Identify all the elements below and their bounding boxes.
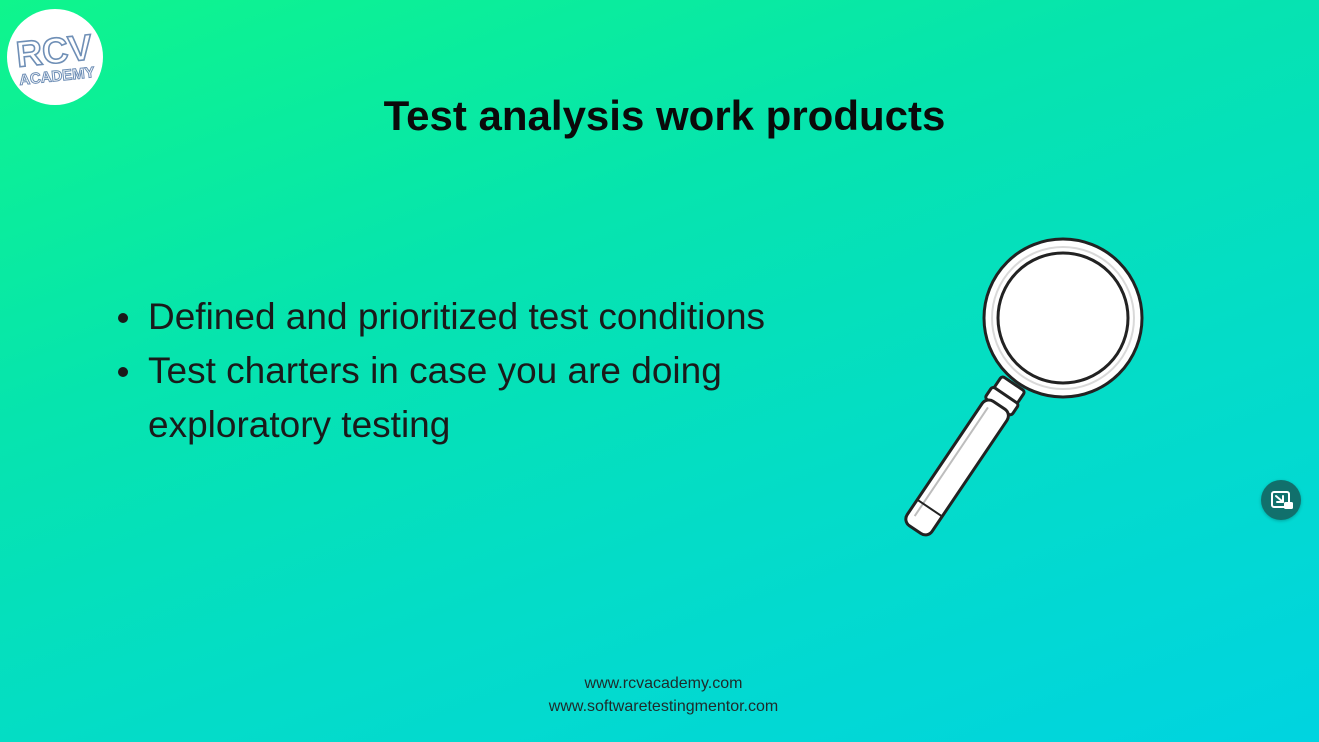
rcv-academy-logo: RCV ACADEMY	[7, 9, 103, 105]
bullet-item: Defined and prioritized test conditions	[115, 290, 835, 344]
picture-in-picture-button[interactable]	[1261, 480, 1301, 520]
footer-urls: www.rcvacademy.com www.softwaretestingme…	[0, 672, 1319, 718]
footer-url-softwaretestingmentor: www.softwaretestingmentor.com	[548, 698, 779, 715]
slide-title: Test analysis work products	[383, 92, 946, 139]
logo-text-rcv: RCV	[14, 26, 94, 75]
bullet-dot	[118, 367, 128, 377]
bullet-text: Test charters in case you are doing expl…	[148, 350, 722, 445]
bullet-dot	[118, 313, 128, 323]
footer-url-rcvacademy: www.rcvacademy.com	[584, 675, 743, 692]
bullet-list: Defined and prioritized test conditions …	[115, 290, 835, 452]
magnifying-glass-icon	[890, 232, 1160, 567]
bullet-item: Test charters in case you are doing expl…	[115, 344, 835, 452]
picture-in-picture-exit-icon	[1271, 491, 1293, 509]
bullet-text: Defined and prioritized test conditions	[148, 296, 766, 337]
